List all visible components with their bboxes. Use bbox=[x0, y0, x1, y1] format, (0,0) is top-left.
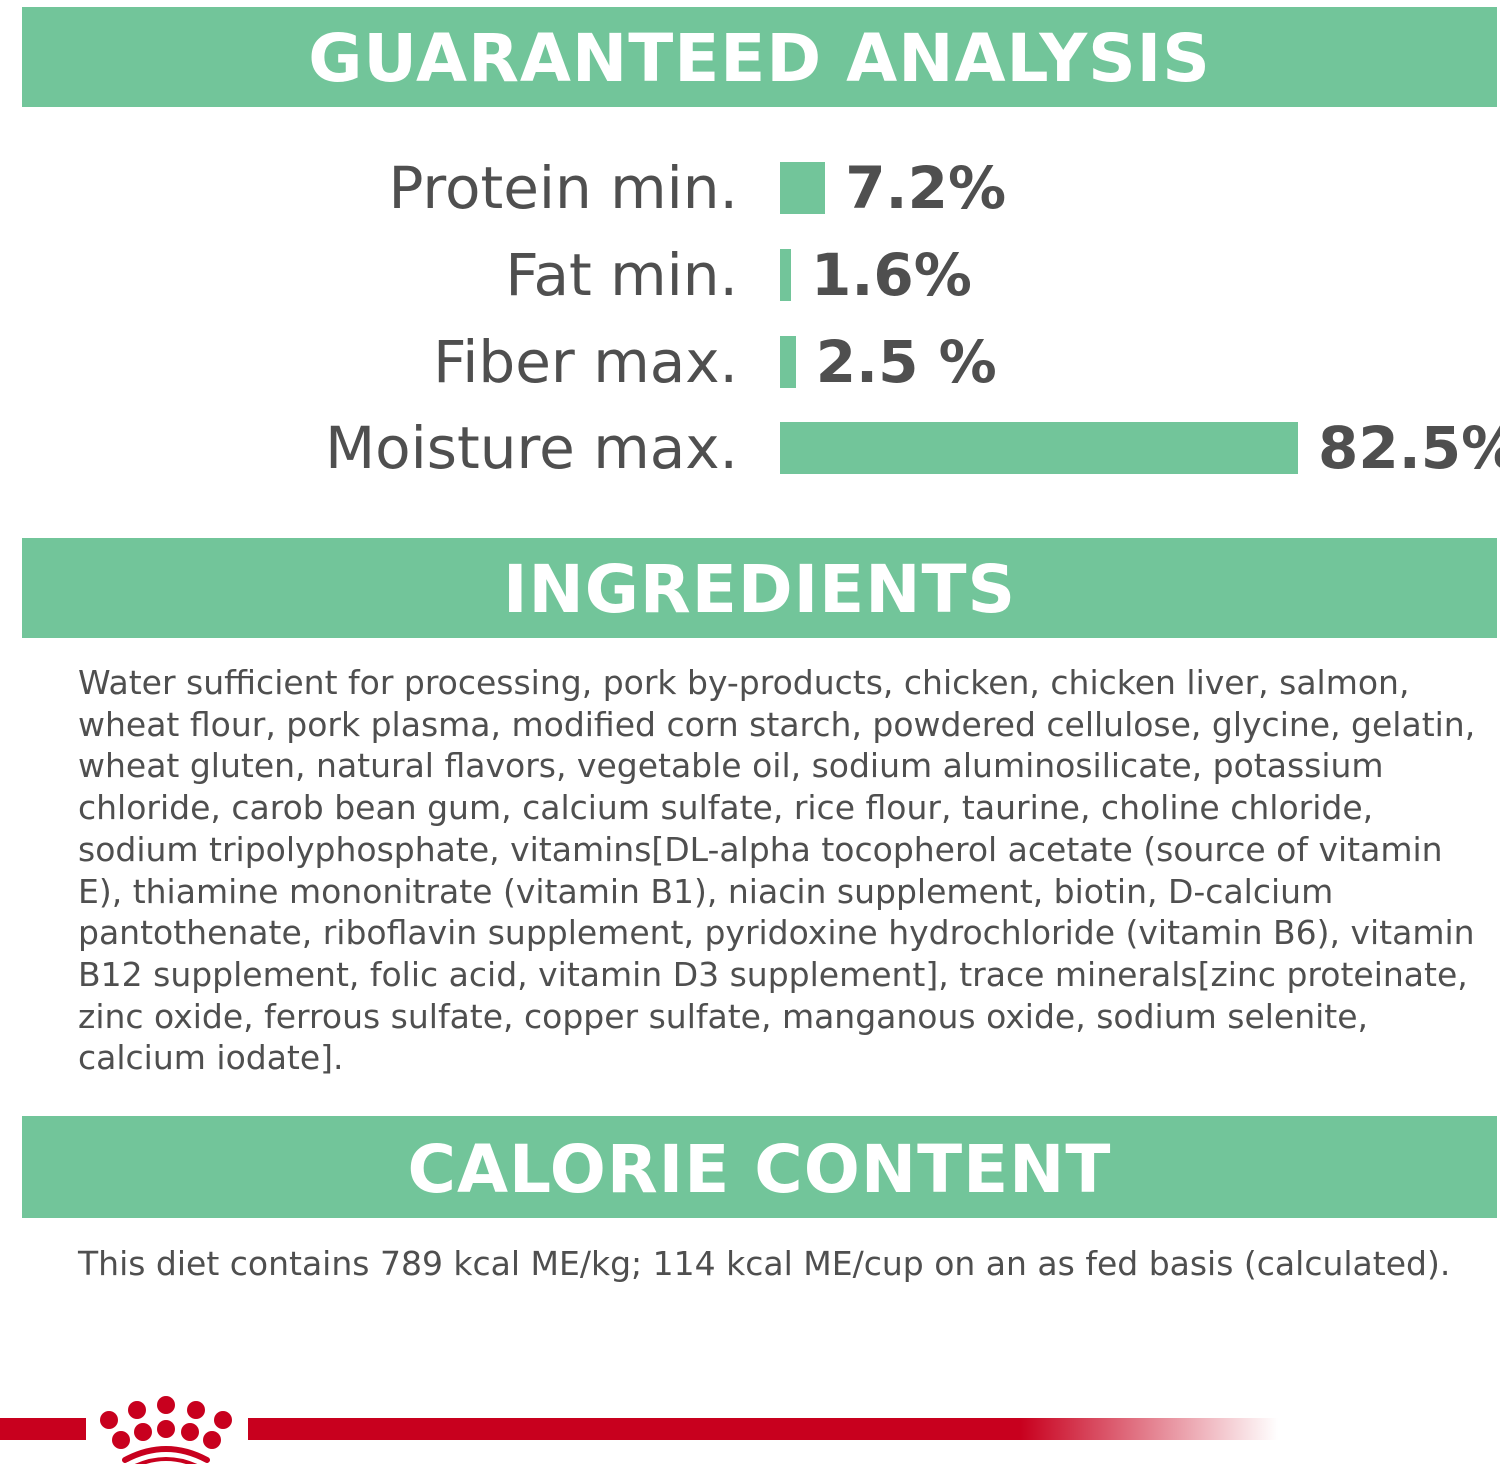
ingredients-text: Water sufficient for processing, pork by… bbox=[78, 663, 1476, 1078]
analysis-row: Protein min. 7.2% bbox=[0, 148, 1500, 228]
analysis-label: Protein min. bbox=[388, 154, 738, 222]
calorie-text: This diet contains 789 kcal ME/kg; 114 k… bbox=[78, 1244, 1451, 1283]
analysis-bar bbox=[780, 422, 1298, 474]
analysis-label: Fiber max. bbox=[433, 328, 738, 396]
crown-icon bbox=[100, 1396, 232, 1464]
analysis-bar bbox=[780, 249, 791, 301]
analysis-row: Fiber max. 2.5 % bbox=[0, 322, 1500, 402]
analysis-value: 82.5% bbox=[1318, 414, 1500, 482]
guaranteed-analysis-header: GUARANTEED ANALYSIS bbox=[22, 7, 1497, 107]
analysis-row: Fat min. 1.6% bbox=[0, 235, 1500, 315]
analysis-label: Moisture max. bbox=[325, 414, 738, 482]
ingredients-header: INGREDIENTS bbox=[22, 538, 1497, 638]
calorie-content-header: CALORIE CONTENT bbox=[22, 1116, 1497, 1218]
brand-logo bbox=[0, 1396, 1278, 1464]
red-line-right bbox=[248, 1418, 1278, 1440]
analysis-value: 7.2% bbox=[845, 154, 1007, 222]
analysis-bar bbox=[780, 336, 796, 388]
analysis-value: 2.5 % bbox=[815, 328, 997, 396]
analysis-value: 1.6% bbox=[811, 241, 972, 309]
analysis-row: Moisture max. 82.5% bbox=[0, 408, 1500, 488]
red-line-left bbox=[0, 1418, 86, 1440]
analysis-label: Fat min. bbox=[505, 241, 738, 309]
analysis-bar bbox=[780, 162, 826, 214]
